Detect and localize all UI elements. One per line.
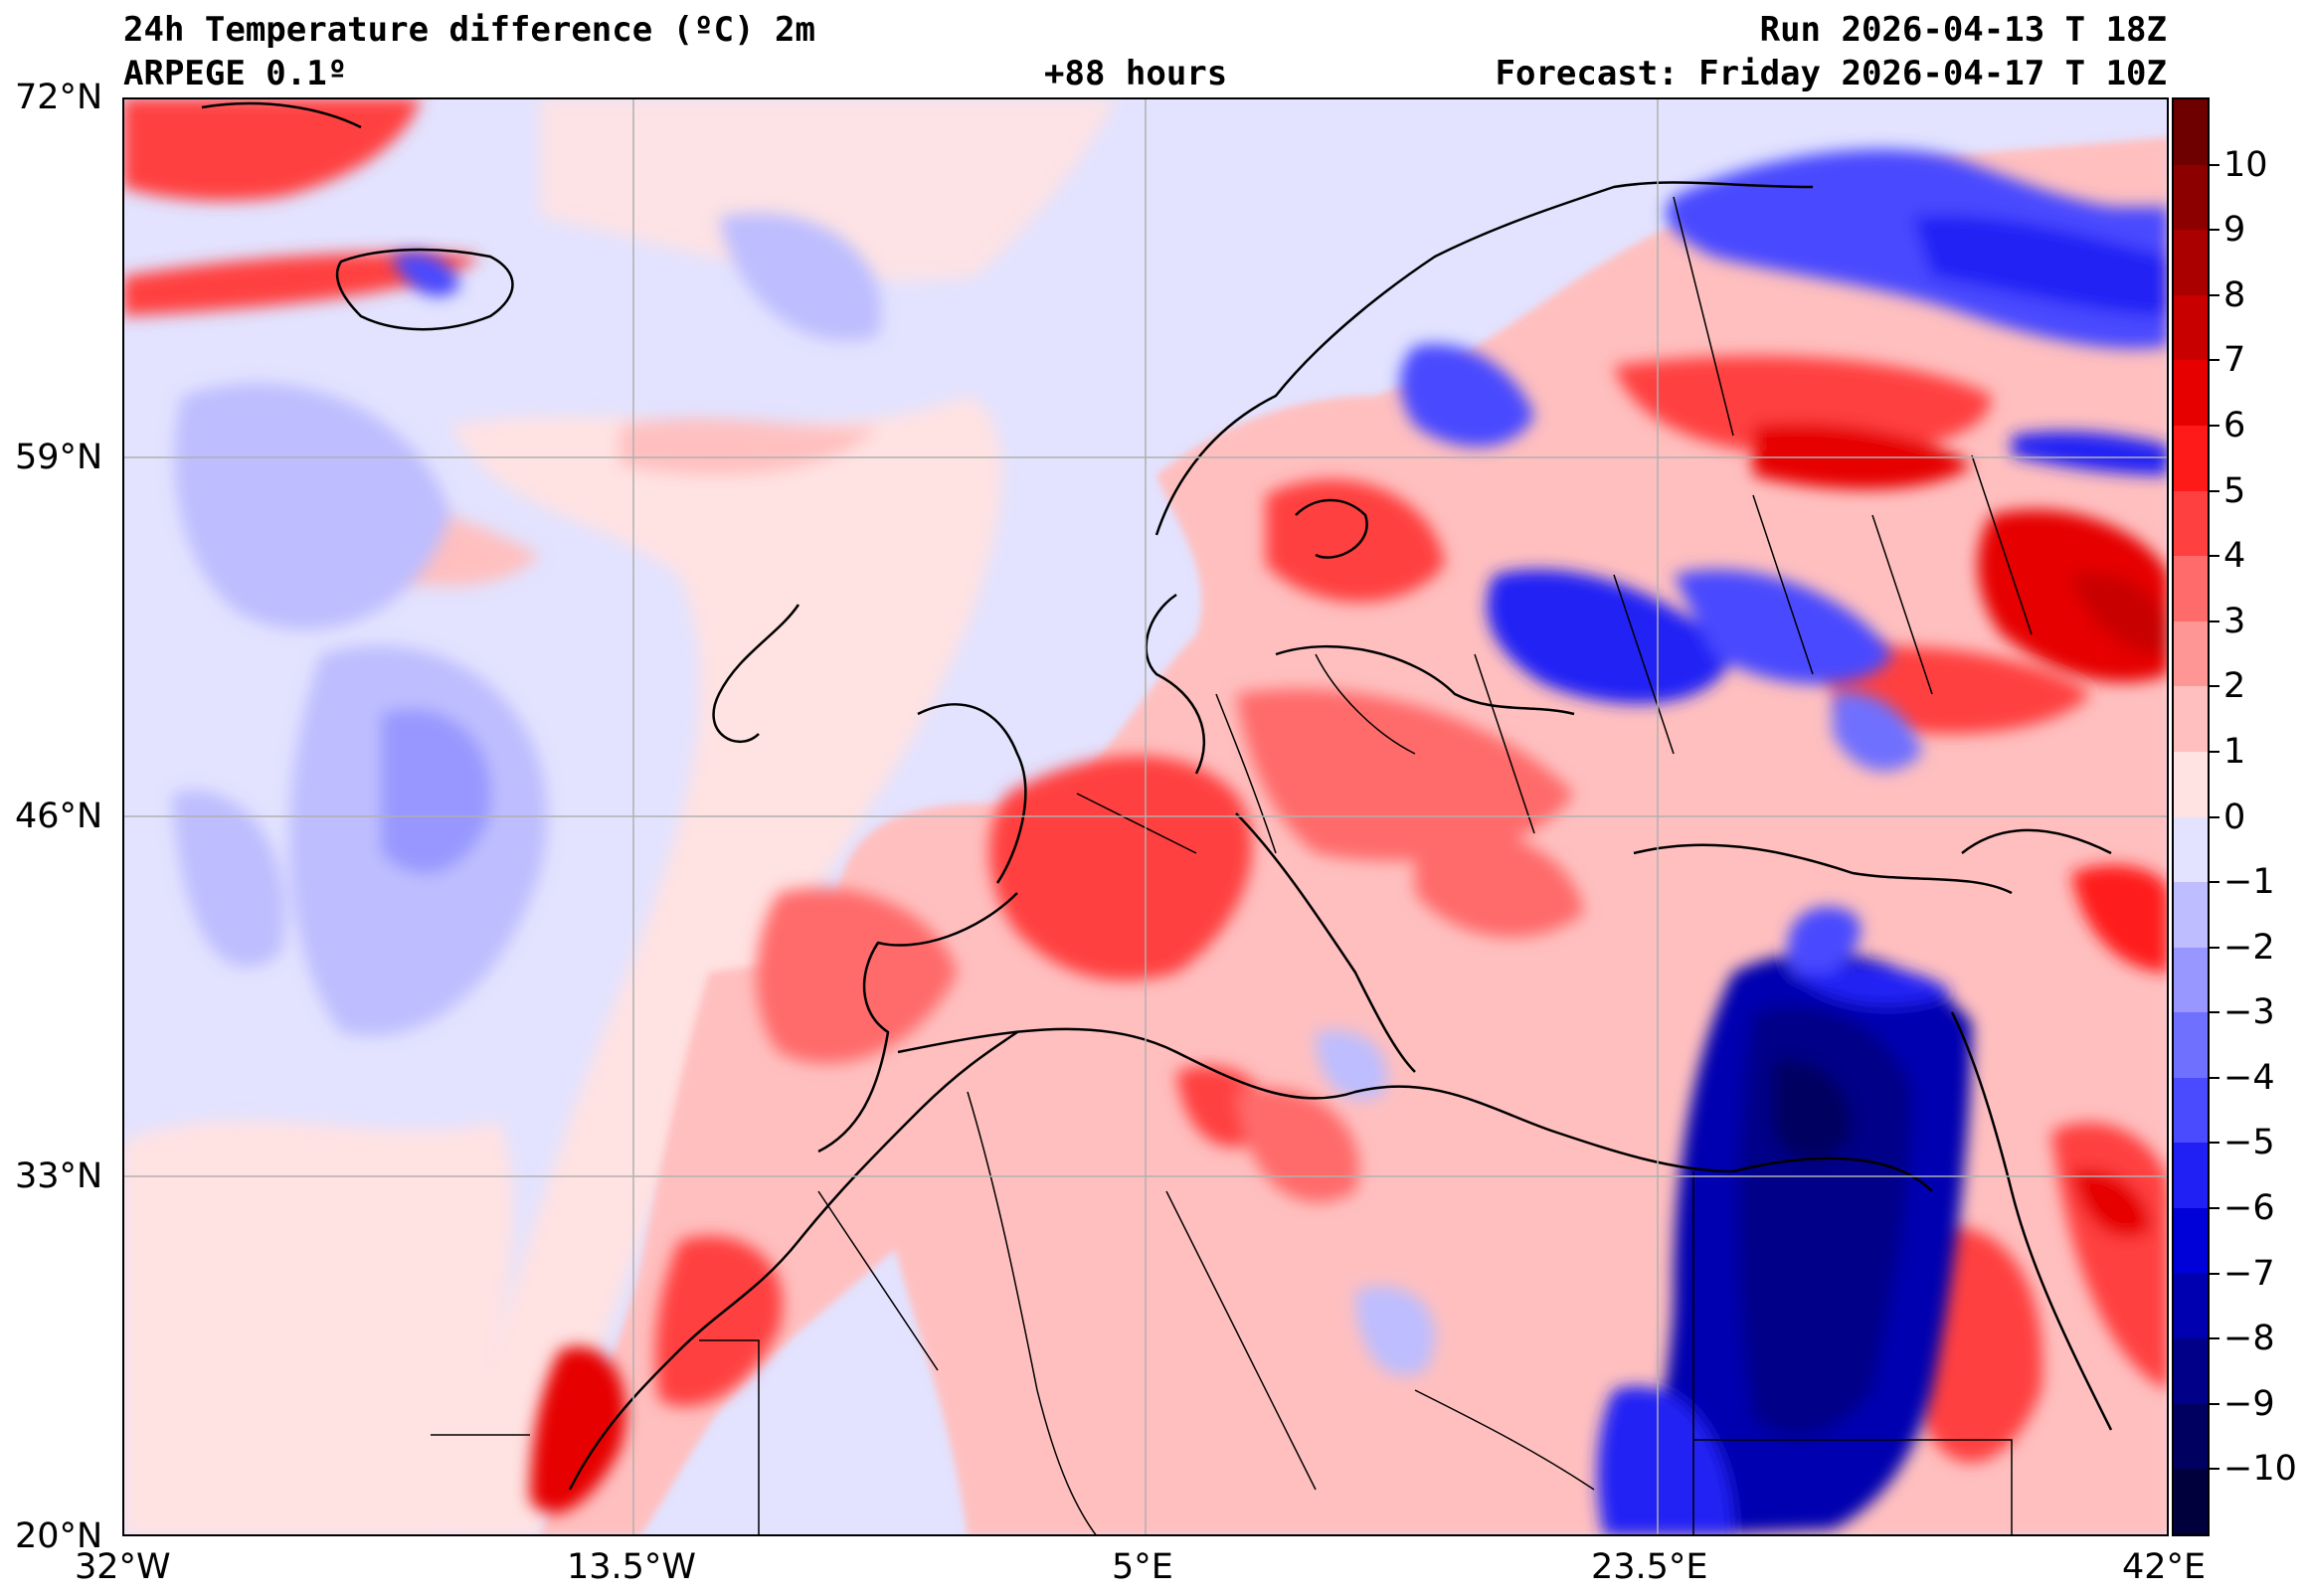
lat-label-72: 72°N: [15, 78, 103, 117]
colorbar-tick: [2210, 946, 2219, 949]
colorbar-segment: [2174, 816, 2208, 884]
colorbar-label: −1: [2223, 862, 2275, 903]
colorbar-segment: [2174, 882, 2208, 949]
lat-label-46: 46°N: [15, 797, 103, 836]
colorbar-tick: [2210, 1207, 2219, 1210]
colorbar-tick: [2210, 750, 2219, 753]
colorbar-segment: [2174, 490, 2208, 558]
colorbar-segment: [2174, 621, 2208, 688]
lat-label-59: 59°N: [15, 438, 103, 477]
map-svg: [122, 97, 2169, 1536]
colorbar-segment: [2174, 1403, 2208, 1471]
colorbar-label: −6: [2223, 1188, 2275, 1229]
colorbar-label: −9: [2223, 1383, 2275, 1424]
colorbar-segment: [2174, 1338, 2208, 1405]
temperature-map: [122, 97, 2169, 1536]
colorbar-label: 4: [2223, 536, 2246, 577]
colorbar-tick: [2210, 1011, 2219, 1014]
colorbar-tick: [2210, 229, 2219, 232]
colorbar-label: −2: [2223, 927, 2275, 968]
colorbar-label: 5: [2223, 470, 2246, 511]
atlantic-cool-areas: [172, 213, 882, 1036]
model-label: ARPEGE 0.1º: [123, 54, 348, 93]
colorbar-tick: [2210, 1272, 2219, 1275]
chart-title: 24h Temperature difference (ºC) 2m: [123, 10, 815, 50]
colorbar-segment: [2174, 99, 2208, 166]
colorbar-label: −3: [2223, 992, 2275, 1033]
colorbar-label: 0: [2223, 797, 2246, 837]
northern-islands: [201, 101, 514, 331]
colorbar-tick: [2210, 424, 2219, 427]
colorbar-label: 8: [2223, 274, 2246, 315]
colorbar-label: −10: [2223, 1449, 2297, 1490]
colorbar-label: 2: [2223, 666, 2246, 707]
colorbar-tick: [2210, 1076, 2219, 1079]
lon-label-5e: 5°E: [1112, 1547, 1173, 1587]
colorbar-segment: [2174, 425, 2208, 492]
colorbar-tick: [2210, 815, 2219, 818]
colorbar-label: −8: [2223, 1319, 2275, 1359]
colorbar-tick: [2210, 1402, 2219, 1405]
colorbar-tick: [2210, 1337, 2219, 1340]
colorbar-tick: [2210, 1142, 2219, 1145]
colorbar-label: 10: [2223, 144, 2268, 185]
colorbar-segment: [2174, 294, 2208, 362]
colorbar-segment: [2174, 360, 2208, 427]
colorbar-segment: [2174, 164, 2208, 232]
colorbar-tick: [2210, 359, 2219, 362]
colorbar-tick: [2210, 489, 2219, 492]
lat-label-33: 33°N: [15, 1156, 103, 1196]
lon-label-42e: 42°E: [2122, 1547, 2207, 1587]
colorbar-tick: [2210, 881, 2219, 884]
run-label: Run 2026-04-13 T 18Z: [1759, 10, 2167, 50]
colorbar-segment: [2174, 1077, 2208, 1145]
colorbar-tick: [2210, 555, 2219, 558]
colorbar-label: 3: [2223, 601, 2246, 641]
country-borders: [431, 196, 2033, 1536]
colorbar-label: 7: [2223, 340, 2246, 381]
colorbar-segment: [2174, 686, 2208, 753]
colorbar-label: 9: [2223, 210, 2246, 251]
colorbar-segment: [2174, 947, 2208, 1014]
colorbar-tick: [2210, 1468, 2219, 1471]
colorbar-tick: [2210, 163, 2219, 166]
colorbar-segment: [2174, 556, 2208, 622]
colorbar-segment: [2174, 1208, 2208, 1275]
colorbar-segment: [2174, 230, 2208, 296]
colorbar-segment: [2174, 751, 2208, 818]
lat-label-20: 20°N: [15, 1516, 103, 1556]
cool-anomalies: [391, 149, 2169, 1536]
colorbar-tick: [2210, 685, 2219, 688]
colorbar-tick: [2210, 293, 2219, 296]
lon-label-23-5e: 23.5°E: [1591, 1547, 1708, 1587]
gridlines: [122, 97, 2169, 1536]
colorbar-segment: [2174, 1143, 2208, 1210]
colorbar-segment: [2174, 1273, 2208, 1340]
colorbar-segment: [2174, 1469, 2208, 1534]
atlantic-warm-bands: [122, 97, 1117, 1536]
lon-label-32w: 32°W: [75, 1547, 171, 1587]
colorbar: [2172, 97, 2210, 1536]
forecast-label: Forecast: Friday 2026-04-17 T 10Z: [1495, 54, 2167, 93]
colorbar-label: 1: [2223, 731, 2246, 772]
colorbar-segment: [2174, 1012, 2208, 1079]
colorbar-label: 6: [2223, 405, 2246, 445]
colorbar-label: −7: [2223, 1253, 2275, 1294]
colorbar-tick: [2210, 620, 2219, 622]
lon-label-13-5w: 13.5°W: [567, 1547, 697, 1587]
colorbar-label: −5: [2223, 1123, 2275, 1163]
coastlines: [568, 181, 2113, 1491]
lead-time-label: +88 hours: [1044, 54, 1228, 93]
colorbar-label: −4: [2223, 1057, 2275, 1098]
